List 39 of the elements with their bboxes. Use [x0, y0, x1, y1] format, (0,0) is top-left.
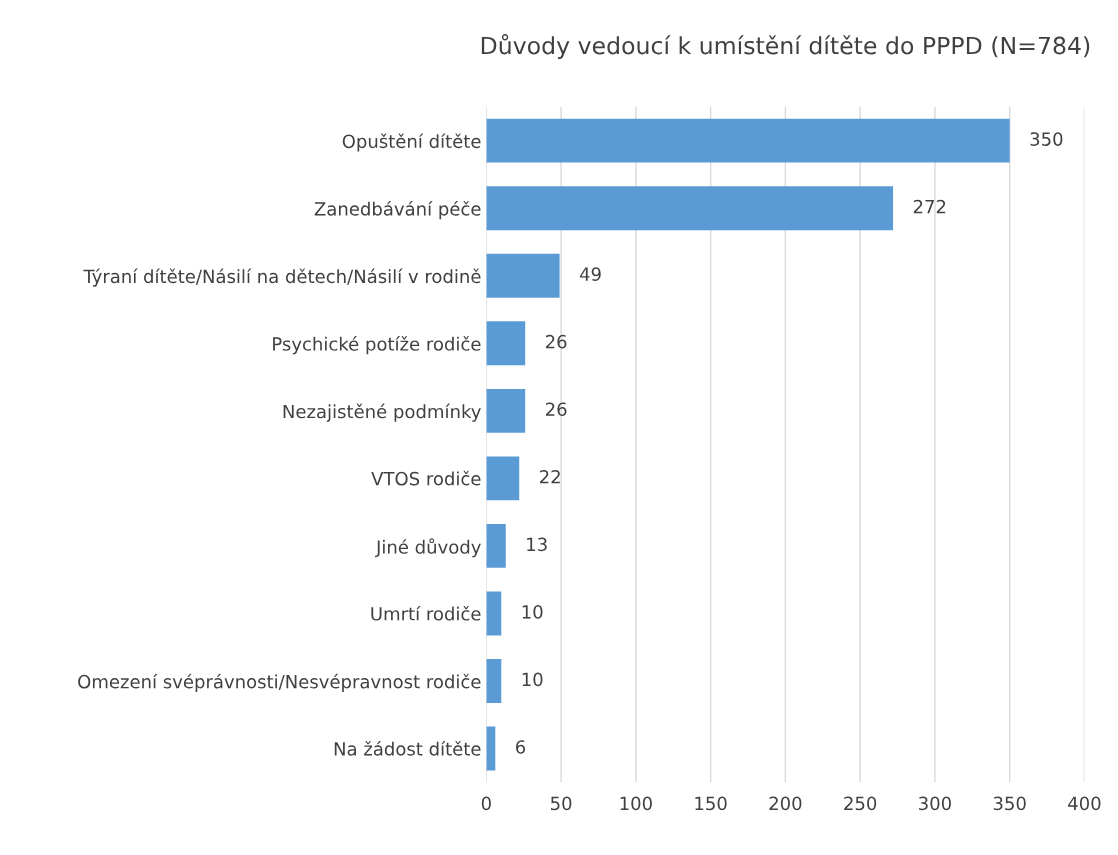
- x-tick-label: 250: [844, 796, 877, 811]
- data-label: 49: [579, 267, 601, 281]
- y-tick-label: Psychické potíže rodiče: [273, 336, 481, 355]
- data-label: 22: [539, 469, 560, 484]
- x-tick-label: 400: [1068, 796, 1101, 811]
- x-tick-label: 0: [481, 796, 491, 811]
- data-label: 6: [516, 740, 526, 754]
- data-label: 26: [545, 334, 567, 349]
- y-tick-label: VTOS rodiče: [371, 470, 481, 486]
- x-tick-label: 300: [919, 796, 951, 811]
- bar: [486, 523, 506, 568]
- x-tick-label: 50: [551, 796, 572, 811]
- y-tick-label: Jiné důvody: [375, 538, 481, 558]
- data-label: 272: [913, 199, 946, 214]
- data-label: 26: [545, 402, 567, 417]
- data-label: 10: [522, 672, 543, 687]
- x-tick-label: 200: [769, 796, 802, 811]
- bar: [486, 388, 526, 433]
- bar: [486, 118, 1010, 163]
- y-tick-label: Umrtí rodiče: [371, 605, 481, 621]
- data-label: 13: [527, 537, 547, 552]
- y-tick-label: Týraní dítěte/Násilí na dětech/Násilí v rodině: [83, 268, 481, 287]
- bar: [486, 456, 520, 501]
- y-tick-label: Nezajistěné podmínky: [283, 403, 481, 422]
- y-tick-label: Zanedbávání péče: [314, 200, 481, 220]
- y-tick-label: Na žádost dítěte: [334, 740, 481, 756]
- bar: [486, 186, 894, 231]
- x-tick-label: 100: [620, 796, 652, 811]
- data-label: 10: [522, 605, 543, 619]
- y-tick-label: Opuštění dítěte: [342, 133, 481, 152]
- bar: [486, 591, 502, 636]
- y-tick-label: Omezení svéprávnosti/Nesvépravnost rodiče: [78, 673, 481, 692]
- bar: [486, 321, 526, 366]
- data-label: 350: [1030, 132, 1063, 146]
- chart-title: Důvody vedoucí k umístění dítěte do PPPD (N=784): [481, 34, 1090, 60]
- bar: [486, 659, 502, 703]
- x-tick-label: 350: [993, 796, 1026, 811]
- x-tick-label: 150: [695, 796, 727, 811]
- bar: [486, 253, 560, 298]
